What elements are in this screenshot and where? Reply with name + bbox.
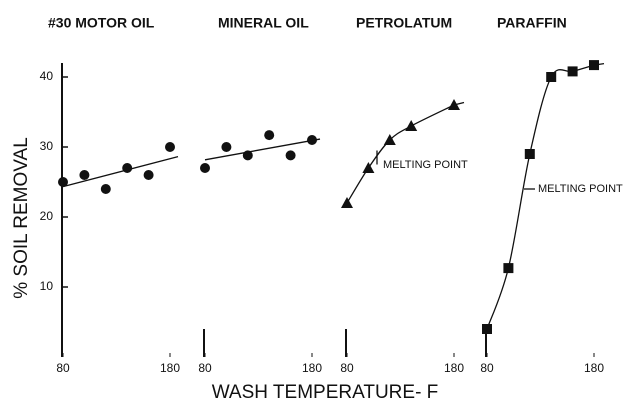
- marker: [285, 150, 296, 161]
- marker: [200, 163, 210, 173]
- x-tick-label: 80: [56, 361, 70, 375]
- fit-line: [204, 138, 321, 161]
- y-axis-label: % SOIL REMOVAL: [11, 137, 32, 299]
- marker: [482, 324, 492, 334]
- panel-title: PARAFFIN: [497, 15, 567, 31]
- marker: [122, 163, 133, 173]
- marker: [58, 177, 68, 187]
- marker: [589, 60, 599, 71]
- marker: [524, 149, 535, 159]
- marker: [79, 170, 90, 180]
- fit-curve: [486, 62, 605, 330]
- marker: [242, 150, 253, 161]
- marker: [165, 142, 175, 152]
- y-tick-label: 10: [40, 279, 54, 293]
- x-tick-label: 80: [480, 361, 494, 375]
- marker: [567, 66, 578, 77]
- marker: [264, 130, 275, 141]
- marker: [341, 197, 353, 208]
- x-tick-label: 80: [198, 361, 212, 375]
- panel-title: PETROLATUM: [356, 15, 452, 31]
- marker: [143, 170, 154, 180]
- marker: [221, 142, 232, 152]
- y-tick-label: 40: [40, 69, 54, 83]
- marker: [503, 263, 514, 274]
- panel-title: MINERAL OIL: [218, 15, 309, 31]
- y-tick-label: 30: [40, 139, 54, 153]
- annotation: MELTING POINT: [383, 159, 468, 171]
- marker: [546, 72, 557, 82]
- marker: [100, 184, 111, 194]
- marker: [383, 134, 396, 145]
- marker: [405, 120, 418, 131]
- x-tick-label: 80: [340, 361, 354, 375]
- fit-line: [62, 155, 179, 188]
- x-tick-label: 180: [444, 361, 464, 375]
- panel-title: #30 MOTOR OIL: [48, 15, 155, 31]
- x-tick-label: 180: [302, 361, 322, 375]
- y-tick-label: 20: [40, 209, 54, 223]
- x-axis-label: WASH TEMPERATURE- F: [212, 382, 439, 403]
- fit-curve: [346, 101, 465, 204]
- x-tick-label: 180: [584, 361, 604, 375]
- marker: [448, 99, 460, 110]
- annotation: MELTING POINT: [538, 183, 623, 195]
- marker: [362, 162, 375, 173]
- x-tick-label: 180: [160, 361, 180, 375]
- marker: [307, 135, 317, 145]
